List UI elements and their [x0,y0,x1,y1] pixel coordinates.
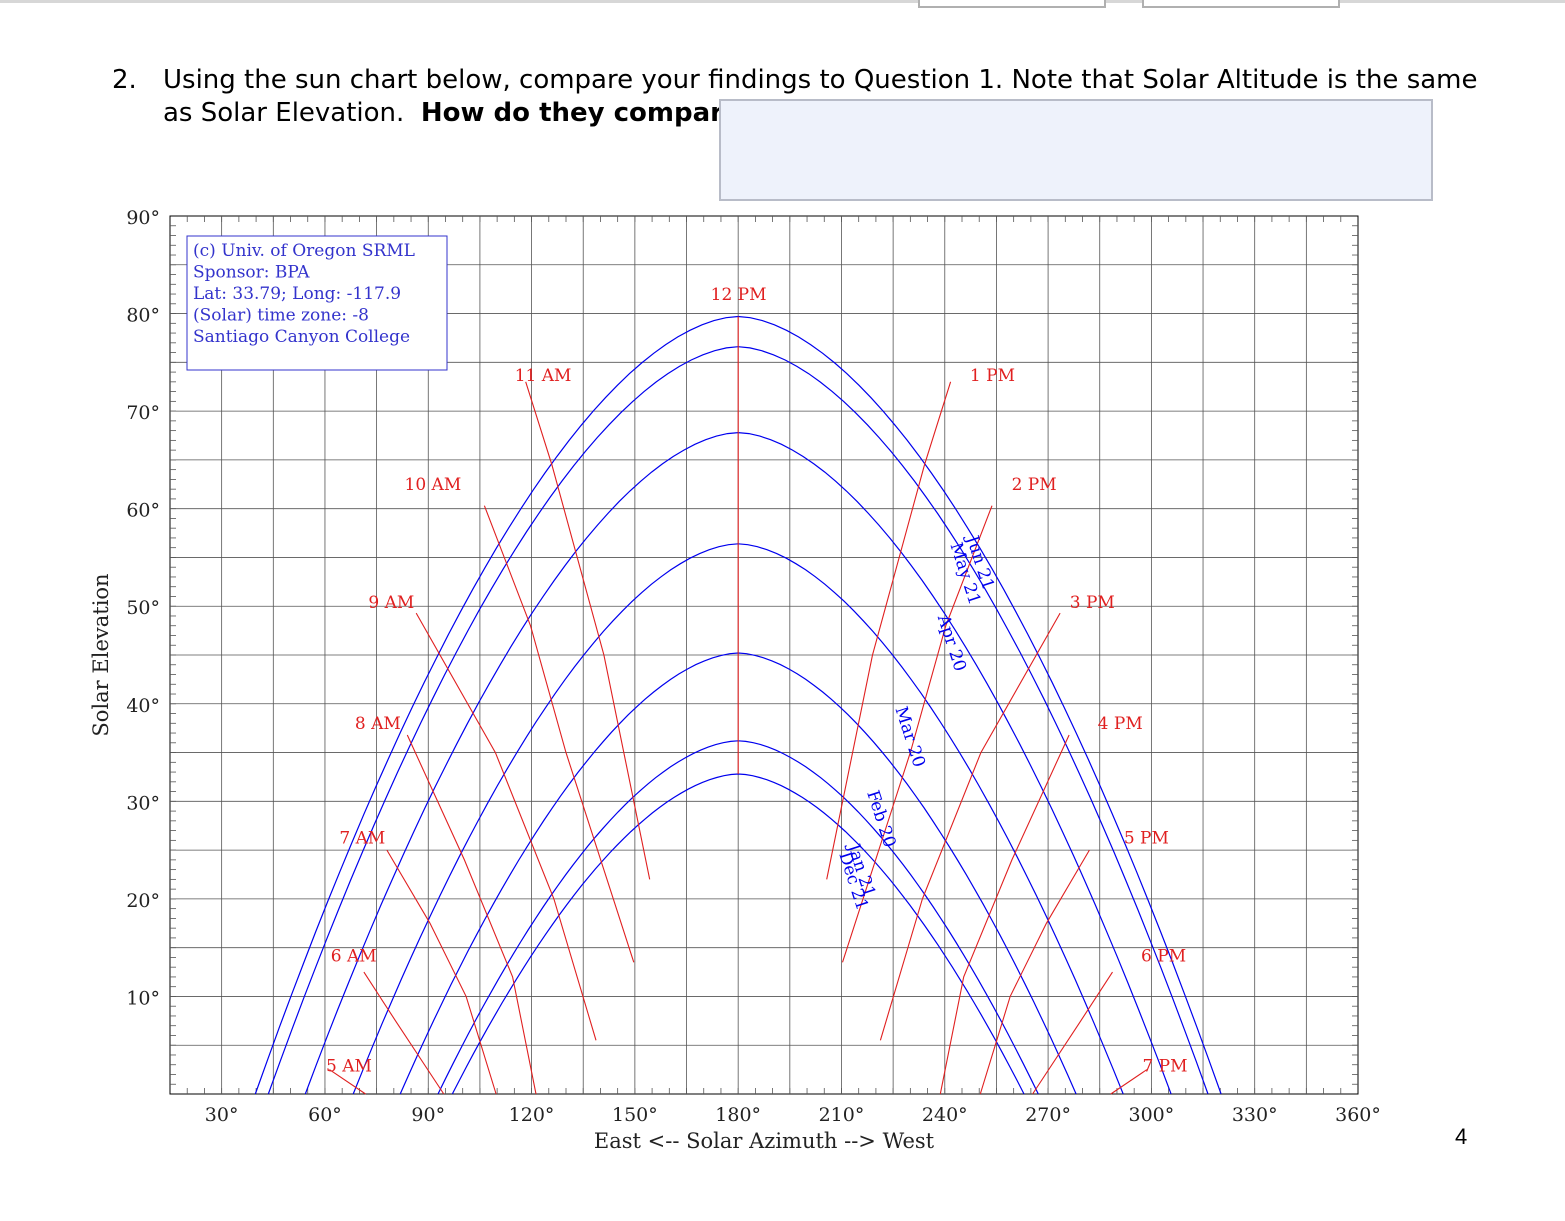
x-tick-label: 360° [1335,1104,1381,1126]
x-axis-label: East <-- Solar Azimuth --> West [594,1129,935,1153]
x-tick-label: 180° [715,1104,761,1126]
hour-lines [329,316,1148,1095]
hour-line-11-am [525,381,651,880]
x-tick-label: 210° [819,1104,865,1126]
y-tick-label: 70° [126,402,160,424]
sun-path-label: Apr 20 [933,611,970,674]
y-tick-label: 90° [126,207,160,229]
hour-line-5-pm [979,849,1090,1095]
hour-line-2-pm [841,505,993,963]
y-tick-label: 30° [126,792,160,814]
hour-line-7-pm [1110,1069,1148,1095]
hour-label: 11 AM [515,366,572,386]
hour-line-6-am [363,971,445,1095]
hour-line-10-am [483,505,635,963]
x-tick-label: 240° [922,1104,968,1126]
info-box-line: Santiago Canyon College [193,327,410,347]
page-number: 4 [1455,1124,1468,1149]
question-text-line1: Using the sun chart below, compare your … [163,65,1478,95]
hour-line-8-am [406,734,537,1095]
y-tick-label: 10° [126,987,160,1009]
info-box-line: Sponsor: BPA [193,263,310,283]
x-tick-label: 90° [411,1104,445,1126]
hour-label: 7 AM [339,828,385,848]
answer-input-box[interactable] [719,99,1433,201]
hour-label: 6 AM [331,946,377,966]
hour-line-9-am [415,612,597,1041]
hour-line-3-pm [879,612,1061,1041]
x-tick-label: 270° [1025,1104,1071,1126]
info-box-line: (c) Univ. of Oregon SRML [193,241,415,261]
info-box-line: (Solar) time zone: -8 [193,306,369,326]
x-tick-label: 300° [1129,1104,1175,1126]
minor-ticks [170,216,1358,1094]
hour-label: 10 AM [405,475,462,495]
hour-line-5-am [329,1069,366,1095]
y-tick-label: 50° [126,597,160,619]
hour-label: 5 PM [1124,828,1169,848]
hour-label: 8 AM [355,714,401,734]
y-tick-label: 80° [126,305,160,327]
sun-path-label: Mar 20 [890,704,928,770]
hour-label: 5 AM [326,1057,372,1077]
x-tick-label: 30° [205,1104,239,1126]
y-tick-label: 40° [126,695,160,717]
hour-line-6-pm [1032,971,1113,1095]
hour-label: 1 PM [970,366,1015,386]
x-tick-label: 120° [509,1104,555,1126]
hour-line-4-pm [939,734,1070,1095]
x-tick-label: 150° [612,1104,658,1126]
hour-line-1-pm [826,381,952,880]
y-tick-label: 60° [126,500,160,522]
question-number: 2. [112,65,137,95]
hour-label: 2 PM [1012,475,1057,495]
info-box-line: Lat: 33.79; Long: -117.9 [193,284,401,304]
y-axis-label: Solar Elevation [89,573,113,736]
info-box [186,235,448,371]
question-emphasis: How do they compare? [420,98,756,128]
question-text-line2-plain: as Solar Elevation. [163,98,405,128]
sun-path-label: Feb 20 [862,788,899,850]
hour-label: 12 PM [711,285,767,305]
window-top-edge [0,0,1565,3]
hour-label: 6 PM [1141,946,1186,966]
question-text-line2: as Solar Elevation. How do they compare? [163,97,756,130]
hour-label: 3 PM [1070,593,1115,613]
x-tick-label: 60° [308,1104,342,1126]
hour-label: 9 AM [368,593,414,613]
x-tick-label: 330° [1232,1104,1278,1126]
top-tab-right [1142,0,1340,8]
hour-label: 4 PM [1098,714,1143,734]
top-tab-left [918,0,1106,8]
y-tick-label: 20° [126,890,160,912]
hour-line-7-am [386,849,497,1095]
hour-label: 7 PM [1142,1057,1187,1077]
